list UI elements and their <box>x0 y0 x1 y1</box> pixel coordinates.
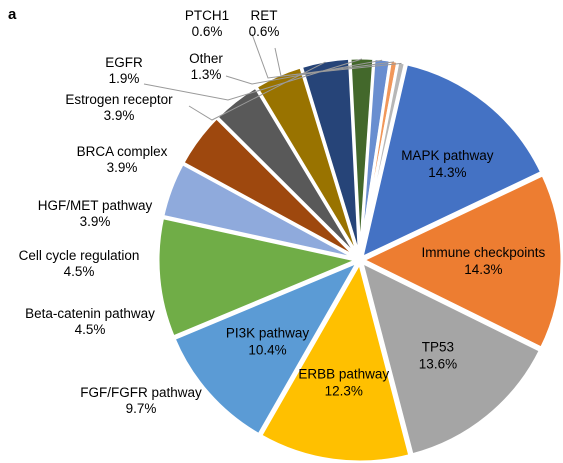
slice-label-estrogen-receptor: Estrogen receptor <box>65 92 173 107</box>
slice-label-cell-cycle-regulation: Cell cycle regulation <box>19 248 140 263</box>
pie-slice-fgf-fgfr-pathway <box>156 216 359 339</box>
slice-label-fgf-fgfr-pathway: FGF/FGFR pathway <box>80 385 202 400</box>
leader-line-other <box>225 59 383 85</box>
slice-value-erbb-pathway: 12.3% <box>325 383 363 398</box>
slice-value-other: 1.3% <box>191 67 222 82</box>
panel-label: a <box>8 6 17 23</box>
slice-label-beta-catenin-pathway: Beta-catenin pathway <box>25 306 155 321</box>
slice-label-ret: RET <box>251 8 278 23</box>
slice-value-fgf-fgfr-pathway: 9.7% <box>126 401 157 416</box>
slice-value-mapk-pathway: 14.3% <box>428 165 466 180</box>
pie-slices <box>156 56 563 463</box>
slice-value-cell-cycle-regulation: 4.5% <box>64 264 95 279</box>
slice-value-ptch1: 0.6% <box>192 24 223 39</box>
slice-value-tp53: 13.6% <box>419 357 457 372</box>
pie-slice-immune-checkpoints <box>361 173 563 350</box>
slice-value-immune-checkpoints: 14.3% <box>464 262 502 277</box>
slice-label-hgf-met-pathway: HGF/MET pathway <box>38 198 153 213</box>
slice-label-egfr: EGFR <box>105 55 143 70</box>
pie-slice-tp53 <box>360 260 542 457</box>
slice-value-beta-catenin-pathway: 4.5% <box>75 322 106 337</box>
slice-label-immune-checkpoints: Immune checkpoints <box>421 245 545 260</box>
leader-lines <box>143 33 402 121</box>
slice-value-brca-complex: 3.9% <box>107 160 138 175</box>
slice-label-other: Other <box>189 51 223 66</box>
slice-label-brca-complex: BRCA complex <box>77 144 168 159</box>
slice-value-pi3k-pathway: 10.4% <box>248 343 286 358</box>
leader-line-ret <box>274 47 402 77</box>
slice-label-mapk-pathway: MAPK pathway <box>401 148 494 163</box>
pie-slice-erbb-pathway <box>259 261 412 463</box>
slice-labels: MAPK pathway 14.3% Immune checkpoints 14.3%… <box>19 8 546 416</box>
slice-value-hgf-met-pathway: 3.9% <box>80 214 111 229</box>
slice-value-ret: 0.6% <box>249 24 280 39</box>
pie-slice-mapk-pathway <box>360 62 544 260</box>
pie-slice-ret <box>359 60 407 259</box>
pie-slice-pi3k-pathway <box>172 260 360 437</box>
slice-label-tp53: TP53 <box>422 340 454 355</box>
slice-value-egfr: 1.9% <box>109 71 140 86</box>
leader-line-ptch1 <box>251 33 395 79</box>
slice-label-pi3k-pathway: PI3K pathway <box>226 326 310 341</box>
slice-label-ptch1: PTCH1 <box>185 8 229 23</box>
slice-value-estrogen-receptor: 3.9% <box>104 108 135 123</box>
slice-label-erbb-pathway: ERBB pathway <box>298 366 389 381</box>
